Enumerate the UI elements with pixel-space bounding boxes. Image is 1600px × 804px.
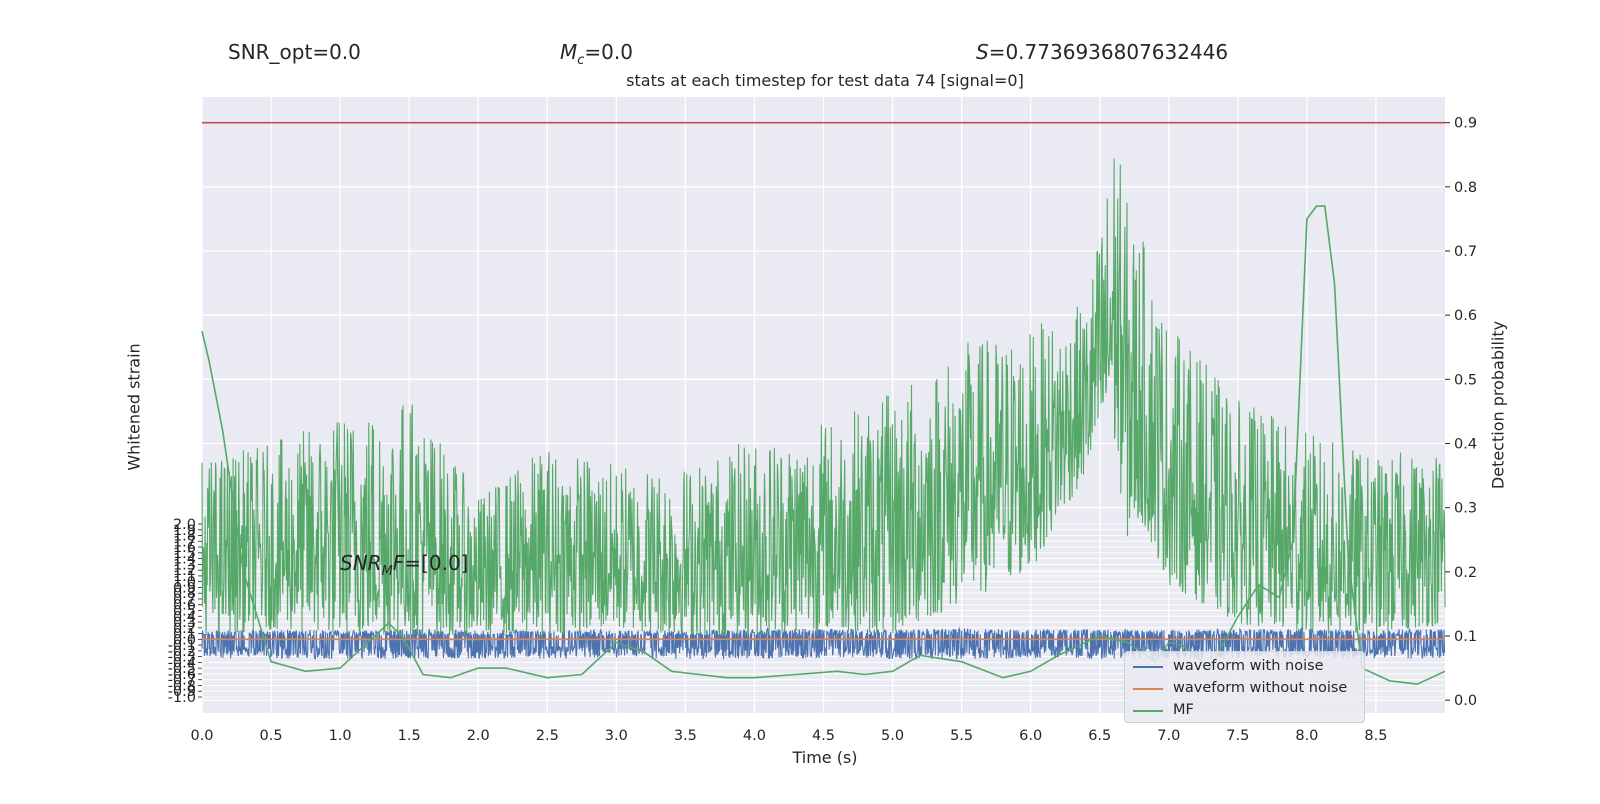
right-axis-label: Detection probability bbox=[1488, 320, 1508, 490]
left-tick-label: -0.6 bbox=[168, 667, 196, 683]
s-symbol: S bbox=[976, 40, 989, 64]
left-tick-label: 0.8 bbox=[173, 586, 196, 602]
left-tick-label: -0.7 bbox=[168, 673, 196, 689]
left-tick-label: -0.3 bbox=[168, 650, 196, 666]
left-tick-label: -0.9 bbox=[168, 684, 196, 700]
left-tick-label: -0.2 bbox=[168, 644, 196, 660]
left-tick-label: -1.0 bbox=[168, 690, 196, 706]
x-tick-label: 6.0 bbox=[1019, 728, 1042, 744]
series-detection-probability bbox=[201, 158, 1446, 637]
snr-mf-annotation: SNRMF=[0.0] bbox=[340, 551, 468, 579]
x-tick-label: 4.5 bbox=[812, 728, 835, 744]
x-tick-label: 2.0 bbox=[467, 728, 490, 744]
left-tick-label: 0.9 bbox=[173, 580, 196, 596]
right-tick-label: 0.3 bbox=[1454, 501, 1477, 517]
left-tick-label: 1.2 bbox=[173, 563, 196, 579]
right-tick-label: 0.2 bbox=[1454, 565, 1477, 581]
x-tick-label: 7.0 bbox=[1157, 728, 1180, 744]
right-tick-label: 0.6 bbox=[1454, 308, 1477, 324]
snr-mf-subscript: M bbox=[381, 564, 393, 579]
left-tick-label: -0.4 bbox=[168, 655, 196, 671]
legend: waveform with noise waveform without noi… bbox=[1124, 651, 1365, 723]
left-tick-label: 1.8 bbox=[173, 529, 196, 545]
left-tick-label: 1.7 bbox=[173, 534, 196, 550]
left-tick-label: 1.5 bbox=[173, 546, 196, 562]
x-tick-label: 1.0 bbox=[329, 728, 352, 744]
snr-opt-label: SNR_opt=0.0 bbox=[228, 40, 361, 64]
chart-title: stats at each timestep for test data 74 … bbox=[626, 71, 1024, 90]
legend-swatch bbox=[1133, 688, 1163, 690]
left-tick-label: -0.8 bbox=[168, 678, 196, 694]
left-tick-label: -0.5 bbox=[168, 661, 196, 677]
x-tick-label: 5.5 bbox=[950, 728, 973, 744]
mc-label: Mc=0.0 bbox=[560, 40, 633, 68]
legend-swatch bbox=[1133, 710, 1163, 712]
mc-value: =0.0 bbox=[584, 40, 633, 64]
left-tick-label: 1.9 bbox=[173, 523, 196, 539]
right-tick-label: 0.7 bbox=[1454, 244, 1477, 260]
left-tick-label: 0.6 bbox=[173, 598, 196, 614]
x-tick-label: 1.5 bbox=[398, 728, 421, 744]
x-tick-label: 0.5 bbox=[260, 728, 283, 744]
left-tick-label: 0.4 bbox=[173, 609, 196, 625]
legend-label: MF bbox=[1173, 702, 1194, 718]
snr-mf-symbol: SNR bbox=[340, 551, 382, 575]
left-axis-label: Whitened strain bbox=[124, 343, 144, 471]
left-tick-label: 1.1 bbox=[173, 569, 196, 585]
legend-swatch bbox=[1133, 666, 1163, 668]
s-value: =0.7736936807632446 bbox=[988, 40, 1229, 64]
snr-mf-tail: F bbox=[392, 551, 405, 575]
left-tick-label: 1.4 bbox=[173, 552, 196, 568]
left-tick-label: 0.1 bbox=[173, 627, 196, 643]
x-tick-label: 2.5 bbox=[536, 728, 559, 744]
right-tick-label: 0.0 bbox=[1454, 693, 1477, 709]
left-tick-label: 1.0 bbox=[173, 575, 196, 591]
legend-item-mf: MF bbox=[1125, 699, 1364, 721]
left-tick-label: 0.3 bbox=[173, 615, 196, 631]
x-axis-label: Time (s) bbox=[792, 748, 858, 767]
left-tick-label: 0.2 bbox=[173, 621, 196, 637]
left-tick-label: 0.5 bbox=[173, 604, 196, 620]
x-tick-label: 7.5 bbox=[1226, 728, 1249, 744]
x-tick-label: 0.0 bbox=[190, 728, 213, 744]
mc-subscript: c bbox=[577, 53, 585, 68]
left-tick-label: 0.0 bbox=[173, 632, 196, 648]
legend-item-waveform-with-noise: waveform with noise bbox=[1125, 655, 1364, 677]
x-tick-label: 6.5 bbox=[1088, 728, 1111, 744]
series-mf bbox=[201, 205, 1446, 685]
x-tick-label: 8.0 bbox=[1295, 728, 1318, 744]
x-tick-label: 5.0 bbox=[881, 728, 904, 744]
mc-symbol: M bbox=[560, 40, 578, 64]
right-tick-label: 0.5 bbox=[1454, 372, 1477, 388]
right-tick-label: 0.8 bbox=[1454, 180, 1477, 196]
left-tick-label: 1.6 bbox=[173, 540, 196, 556]
x-tick-label: 3.0 bbox=[605, 728, 628, 744]
legend-label: waveform without noise bbox=[1173, 680, 1348, 696]
x-tick-label: 8.5 bbox=[1364, 728, 1387, 744]
left-tick-label: 2.0 bbox=[173, 517, 196, 533]
snr-mf-value: =[0.0] bbox=[404, 551, 469, 575]
left-tick-label: -0.1 bbox=[168, 638, 196, 654]
right-tick-label: 0.4 bbox=[1454, 437, 1477, 453]
s-label: S=0.7736936807632446 bbox=[976, 40, 1228, 64]
left-tick-label: 1.3 bbox=[173, 557, 196, 573]
left-tick-label: 0.7 bbox=[173, 592, 196, 608]
legend-label: waveform with noise bbox=[1173, 658, 1324, 674]
legend-item-waveform-without-noise: waveform without noise bbox=[1125, 677, 1364, 699]
right-tick-label: 0.9 bbox=[1454, 116, 1477, 132]
x-tick-label: 4.0 bbox=[743, 728, 766, 744]
right-tick-label: 0.1 bbox=[1454, 629, 1477, 645]
x-tick-label: 3.5 bbox=[674, 728, 697, 744]
